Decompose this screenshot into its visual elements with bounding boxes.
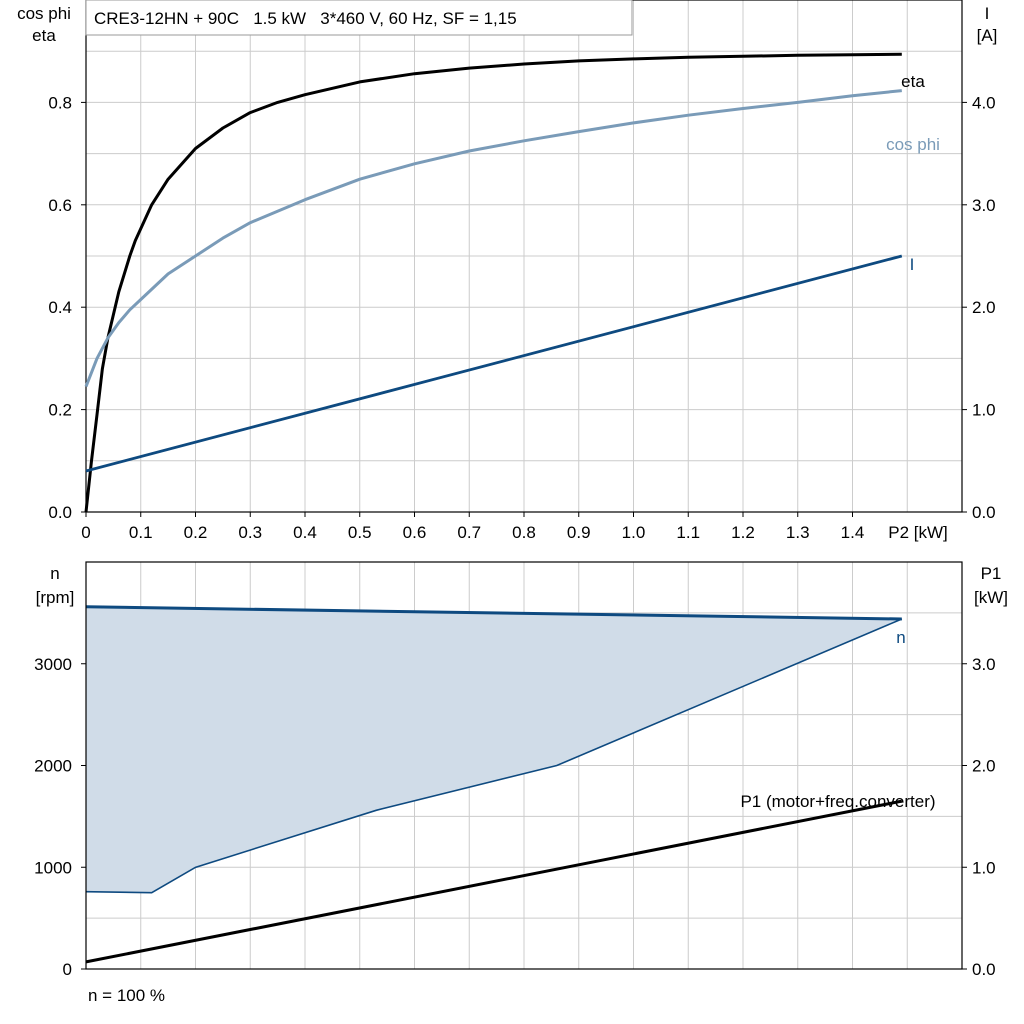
top-left-tick-label: 0.4 (48, 298, 72, 317)
bottom-right-tick-label: 2.0 (972, 757, 996, 776)
eta-curve (84, 52, 902, 513)
top-right-tick-labels: 0.0 1.0 2.0 3.0 4.0 (962, 93, 996, 522)
top-x-tick-label: 1.2 (731, 523, 755, 542)
speed-operating-area (86, 606, 902, 893)
bottom-right-tick-label: 0.0 (972, 960, 996, 979)
min-speed-curve (85, 618, 903, 894)
top-right-axis-label-line2: [A] (977, 26, 998, 45)
bottom-right-tick-label: 3.0 (972, 655, 996, 674)
top-right-tick-label: 1.0 (972, 401, 996, 420)
top-x-tick-label: 0.9 (567, 523, 591, 542)
top-x-tick-label: 1.1 (676, 523, 700, 542)
top-x-tick-label: 0.1 (129, 523, 153, 542)
cosphi-curve (84, 89, 902, 388)
top-x-tick-label: 0.4 (293, 523, 317, 542)
bottom-chart-panel: n [rpm] P1 [kW] 0 1000 2000 3000 0.0 1.0 2.0 3… (34, 561, 1008, 1005)
cosphi-series-label: cos phi (886, 135, 940, 154)
bottom-series-group (85, 605, 903, 964)
top-left-axis-label-line2: eta (32, 26, 56, 45)
p1-curve (85, 799, 903, 964)
top-left-tick-label: 0.6 (48, 196, 72, 215)
footer-speed-note: n = 100 % (88, 986, 165, 1005)
top-grid (86, 0, 962, 512)
top-left-tick-label: 0.8 (48, 93, 72, 112)
top-x-tick-label: 0 (81, 523, 90, 542)
bottom-right-tick-labels: 0.0 1.0 2.0 3.0 (962, 655, 996, 979)
top-right-tick-label: 3.0 (972, 196, 996, 215)
top-x-tick-labels: 0 0.1 0.2 0.3 0.4 0.5 0.6 0.7 0.8 0.9 1.0 1.1 1.2 1.3… (81, 512, 864, 542)
title-box (85, 0, 633, 36)
top-left-axis-label-line1: cos phi (17, 4, 71, 23)
top-x-tick-label: 0.6 (403, 523, 427, 542)
top-x-tick-label: 0.7 (457, 523, 481, 542)
chart-title: CRE3-12HN + 90C 1.5 kW 3*460 V, 60 Hz, S… (94, 9, 517, 28)
top-x-tick-label: 1.3 (786, 523, 810, 542)
bottom-left-axis-label-line1: n (50, 564, 59, 583)
top-left-tick-label: 0.2 (48, 401, 72, 420)
speed-series-label: n (896, 628, 905, 647)
top-chart-panel: CRE3-12HN + 90C 1.5 kW 3*460 V, 60 Hz, S… (17, 0, 997, 542)
speed-curve (85, 605, 902, 621)
bottom-left-tick-label: 3000 (34, 655, 72, 674)
bottom-right-tick-label: 1.0 (972, 858, 996, 877)
p1-series-label: P1 (motor+freq.converter) (740, 792, 935, 811)
bottom-right-axis-label-line1: P1 (981, 564, 1002, 583)
top-x-tick-label: 0.8 (512, 523, 536, 542)
top-x-tick-label: 1.0 (622, 523, 646, 542)
bottom-left-tick-label: 2000 (34, 757, 72, 776)
top-right-tick-label: 0.0 (972, 503, 996, 522)
top-x-tick-label: 0.5 (348, 523, 372, 542)
top-right-tick-label: 4.0 (972, 93, 996, 112)
bottom-right-axis-label-line2: [kW] (974, 588, 1008, 607)
top-left-tick-labels: 0.0 0.2 0.4 0.6 0.8 (48, 93, 86, 522)
current-series-label: I (910, 255, 915, 274)
bottom-left-axis-label-line2: [rpm] (36, 588, 75, 607)
bottom-left-tick-label: 0 (63, 960, 72, 979)
eta-series-label: eta (901, 72, 925, 91)
bottom-left-tick-labels: 0 1000 2000 3000 (34, 655, 86, 979)
top-left-tick-label: 0.0 (48, 503, 72, 522)
top-right-tick-label: 2.0 (972, 298, 996, 317)
top-x-tick-label: 1.4 (841, 523, 865, 542)
top-right-axis-label-line1: I (985, 4, 990, 23)
top-x-tick-label: 0.3 (238, 523, 262, 542)
top-x-tick-label: 0.2 (184, 523, 208, 542)
current-curve (85, 254, 903, 473)
top-series-group (84, 52, 903, 513)
x-axis-unit-label: P2 [kW] (888, 523, 948, 542)
bottom-left-tick-label: 1000 (34, 858, 72, 877)
